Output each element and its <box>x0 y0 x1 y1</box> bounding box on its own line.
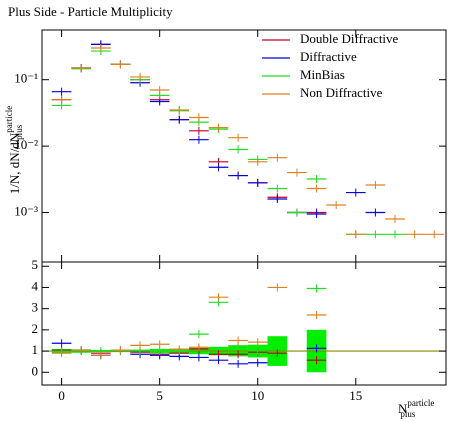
x-tick-label: 15 <box>349 388 362 403</box>
legend-label: MinBias <box>300 67 345 82</box>
legend-label: Diffractive <box>300 49 357 64</box>
y-tick-label: 3 <box>32 300 39 315</box>
plot-frame <box>41 261 447 386</box>
legend-label: Double Diffractive <box>300 31 399 46</box>
y-label-sub: plus <box>14 124 24 140</box>
plot-frame <box>41 29 447 263</box>
y-tick-label: 4 <box>32 278 39 293</box>
y-tick-label: 10⁻² <box>14 137 38 152</box>
x-label-base: N <box>398 401 408 416</box>
x-tick-label: 5 <box>156 388 163 403</box>
x-tick-label: 10 <box>251 388 264 403</box>
x-axis-label: Nparticle plus <box>398 398 434 419</box>
y-tick-label: 10⁻¹ <box>14 71 38 86</box>
chart-title: Plus Side - Particle Multiplicity <box>8 4 173 19</box>
y-tick-label: 0 <box>32 363 39 378</box>
y-tick-label: 1 <box>32 342 39 357</box>
legend-label: Non Diffractive <box>300 85 383 100</box>
y-label-sup: particle <box>4 106 14 133</box>
x-tick-label: 0 <box>58 388 65 403</box>
y-tick-label: 5 <box>32 257 39 272</box>
y-tick-label: 2 <box>32 321 39 336</box>
y-label-base: 1/N, dN/dN <box>7 132 22 194</box>
x-label-sup: particle <box>407 398 434 408</box>
y-axis-label: 1/N, dN/dNparticleplus <box>4 106 24 194</box>
x-label-sub: plus <box>400 409 416 419</box>
y-tick-label: 10⁻³ <box>14 204 38 219</box>
